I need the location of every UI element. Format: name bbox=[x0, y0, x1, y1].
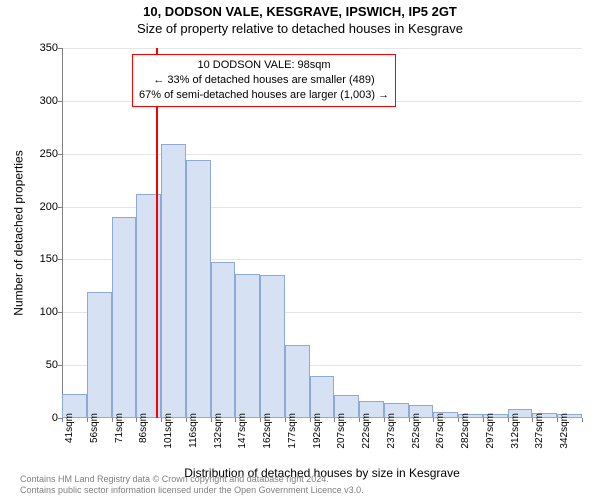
xtick-mark bbox=[359, 418, 360, 422]
xtick-label: 342sqm bbox=[559, 413, 570, 449]
xtick-mark bbox=[285, 418, 286, 422]
ytick-label: 50 bbox=[28, 359, 58, 371]
histogram-bar bbox=[161, 144, 186, 418]
ytick-mark bbox=[58, 312, 62, 313]
xtick-mark bbox=[62, 418, 63, 422]
xtick-label: 162sqm bbox=[262, 413, 273, 449]
histogram-bar bbox=[186, 160, 211, 418]
xtick-label: 177sqm bbox=[287, 413, 298, 449]
xtick-mark bbox=[260, 418, 261, 422]
xtick-label: 327sqm bbox=[534, 413, 545, 449]
chart-area: 05010015020025030035041sqm56sqm71sqm86sq… bbox=[62, 48, 582, 418]
callout-line1: 10 DODSON VALE: 98sqm bbox=[139, 58, 389, 73]
xtick-label: 116sqm bbox=[188, 413, 199, 448]
callout-line2: ← 33% of detached houses are smaller (48… bbox=[139, 73, 389, 88]
attribution-text: Contains HM Land Registry data © Crown c… bbox=[20, 474, 364, 497]
callout-box: 10 DODSON VALE: 98sqm← 33% of detached h… bbox=[132, 54, 396, 107]
ytick-mark bbox=[58, 207, 62, 208]
xtick-label: 101sqm bbox=[163, 413, 174, 449]
xtick-mark bbox=[186, 418, 187, 422]
xtick-label: 86sqm bbox=[138, 413, 149, 443]
xtick-mark bbox=[211, 418, 212, 422]
ytick-mark bbox=[58, 365, 62, 366]
xtick-mark bbox=[483, 418, 484, 422]
histogram-bar bbox=[260, 275, 285, 418]
histogram-bar bbox=[211, 262, 236, 418]
ytick-label: 200 bbox=[28, 201, 58, 213]
ytick-mark bbox=[58, 154, 62, 155]
ytick-label: 0 bbox=[28, 412, 58, 424]
xtick-mark bbox=[384, 418, 385, 422]
xtick-label: 267sqm bbox=[435, 413, 446, 449]
xtick-label: 297sqm bbox=[485, 413, 496, 449]
chart-container: 10, DODSON VALE, KESGRAVE, IPSWICH, IP5 … bbox=[0, 0, 600, 500]
histogram-bar bbox=[310, 376, 335, 418]
plot-area: Number of detached properties 0501001502… bbox=[62, 48, 582, 418]
xtick-mark bbox=[112, 418, 113, 422]
xtick-mark bbox=[310, 418, 311, 422]
histogram-bar bbox=[87, 292, 112, 418]
histogram-bar bbox=[285, 345, 310, 418]
xtick-label: 56sqm bbox=[89, 413, 100, 443]
xtick-mark bbox=[582, 418, 583, 422]
chart-title-subtitle: Size of property relative to detached ho… bbox=[0, 19, 600, 36]
ytick-label: 150 bbox=[28, 253, 58, 265]
xtick-label: 41sqm bbox=[64, 413, 75, 443]
xtick-label: 71sqm bbox=[114, 413, 125, 443]
xtick-label: 207sqm bbox=[336, 413, 347, 449]
xtick-label: 132sqm bbox=[213, 413, 224, 449]
ytick-label: 100 bbox=[28, 306, 58, 318]
ytick-label: 300 bbox=[28, 95, 58, 107]
attribution-line1: Contains HM Land Registry data © Crown c… bbox=[20, 474, 364, 485]
xtick-label: 252sqm bbox=[411, 413, 422, 449]
xtick-mark bbox=[508, 418, 509, 422]
xtick-mark bbox=[161, 418, 162, 422]
xtick-label: 282sqm bbox=[460, 413, 471, 449]
histogram-bar bbox=[235, 274, 260, 418]
xtick-label: 237sqm bbox=[386, 413, 397, 449]
callout-line3: 67% of semi-detached houses are larger (… bbox=[139, 88, 389, 103]
xtick-label: 192sqm bbox=[312, 413, 323, 449]
ytick-mark bbox=[58, 101, 62, 102]
xtick-label: 312sqm bbox=[510, 413, 521, 449]
xtick-label: 147sqm bbox=[237, 413, 248, 449]
ytick-mark bbox=[58, 259, 62, 260]
ytick-mark bbox=[58, 48, 62, 49]
xtick-mark bbox=[409, 418, 410, 422]
y-axis-label: Number of detached properties bbox=[12, 48, 26, 418]
chart-title-address: 10, DODSON VALE, KESGRAVE, IPSWICH, IP5 … bbox=[0, 0, 600, 19]
ytick-label: 250 bbox=[28, 148, 58, 160]
histogram-bar bbox=[112, 217, 137, 418]
ytick-label: 350 bbox=[28, 42, 58, 54]
attribution-line2: Contains public sector information licen… bbox=[20, 485, 364, 496]
xtick-label: 222sqm bbox=[361, 413, 372, 449]
xtick-mark bbox=[87, 418, 88, 422]
